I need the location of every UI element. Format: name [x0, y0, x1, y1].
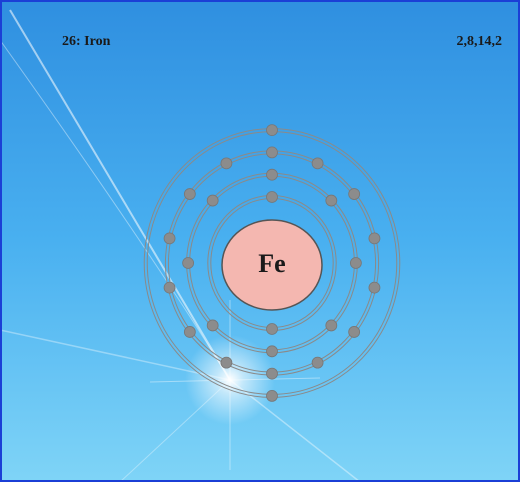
electron — [266, 345, 278, 358]
electron — [348, 188, 361, 200]
electron — [206, 194, 219, 207]
electron — [182, 257, 195, 269]
electron — [325, 194, 338, 207]
nucleus-label: Fe — [258, 249, 285, 278]
electron — [220, 157, 233, 170]
electron — [183, 188, 196, 200]
electron — [266, 389, 278, 402]
electron — [163, 281, 176, 294]
electron-shells — [143, 124, 401, 402]
electron — [266, 168, 278, 181]
electron — [368, 232, 381, 245]
electron — [266, 146, 278, 159]
electron — [266, 124, 278, 137]
electron — [311, 356, 324, 369]
electron — [183, 326, 196, 338]
nucleus — [221, 219, 323, 311]
electron-configuration: 2,8,14,2 — [457, 34, 503, 49]
electron — [311, 157, 324, 170]
electron — [368, 281, 381, 294]
electron — [266, 191, 278, 203]
electron — [163, 232, 176, 245]
lens-flare — [185, 335, 275, 425]
electron — [266, 367, 278, 380]
electron — [206, 319, 219, 332]
electron — [266, 323, 278, 335]
element-title: 26: Iron — [62, 34, 111, 49]
electron — [348, 326, 361, 338]
electron — [325, 319, 338, 332]
electron — [220, 356, 233, 369]
electron — [349, 257, 362, 269]
